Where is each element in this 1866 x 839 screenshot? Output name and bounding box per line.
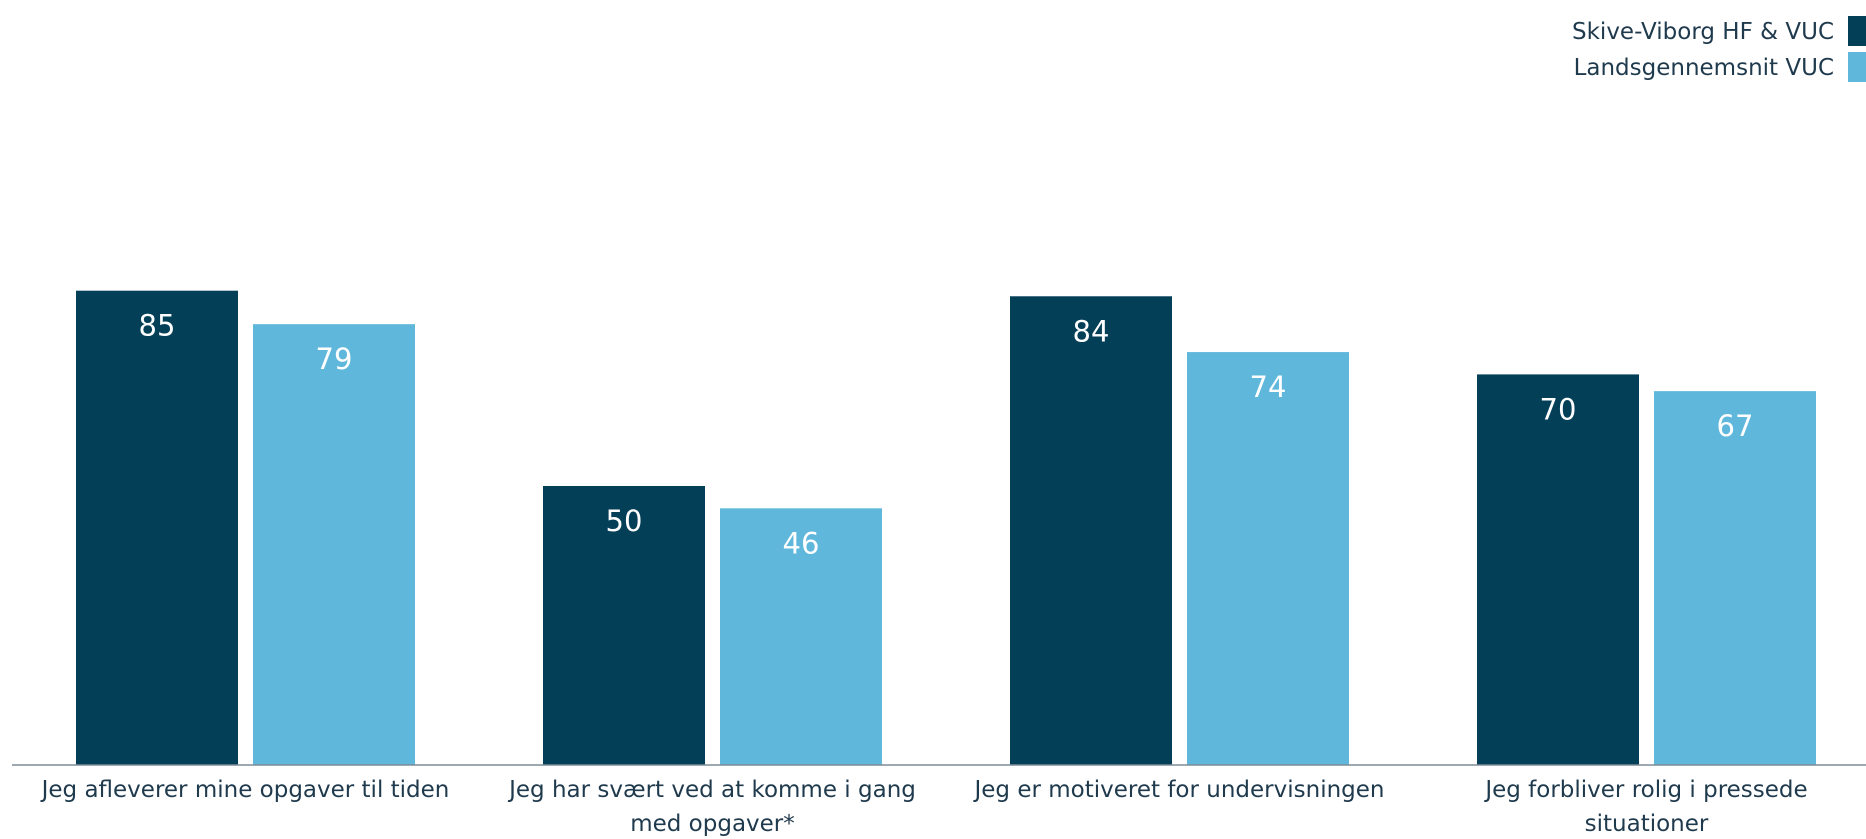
bar-value-label: 74 (1250, 370, 1287, 404)
bar-value-label: 85 (139, 309, 176, 343)
bar-value-label: 79 (316, 342, 353, 376)
legend-label: Landsgennemsnit VUC (1574, 55, 1834, 81)
category-label: Jeg afleverer mine opgaver til tiden (40, 777, 450, 803)
legend-swatch (1848, 16, 1866, 46)
bar-2-3 (1187, 352, 1349, 765)
bars: 85 50 84 70 79 46 74 67 (76, 290, 1816, 765)
category-label: Jeg har svært ved at komme i gang (507, 777, 916, 803)
category-label: med opgaver* (630, 811, 795, 837)
bar-1-2 (543, 486, 705, 765)
bar-2-1 (253, 324, 415, 765)
bar-value-label: 67 (1717, 409, 1754, 443)
bar-value-label: 46 (783, 526, 820, 560)
bar-2-4 (1654, 391, 1816, 765)
category-label: situationer (1585, 811, 1709, 837)
bar-1-4 (1477, 374, 1639, 765)
bar-2-2 (720, 508, 882, 765)
category-labels: Jeg afleverer mine opgaver til tiden Jeg … (40, 777, 1808, 837)
category-label: Jeg er motiveret for undervisningen (973, 777, 1385, 803)
legend-swatch (1848, 52, 1866, 82)
bar-1-1 (76, 290, 238, 765)
legend: Skive-Viborg HF & VUC Landsgennemsnit VUC (1572, 16, 1866, 82)
legend-label: Skive-Viborg HF & VUC (1572, 19, 1834, 45)
bar-1-3 (1010, 296, 1172, 765)
category-label: Jeg forbliver rolig i pressede (1483, 777, 1807, 803)
bar-value-label: 70 (1540, 392, 1577, 426)
bar-value-label: 50 (606, 504, 643, 538)
bar-value-label: 84 (1073, 314, 1110, 348)
